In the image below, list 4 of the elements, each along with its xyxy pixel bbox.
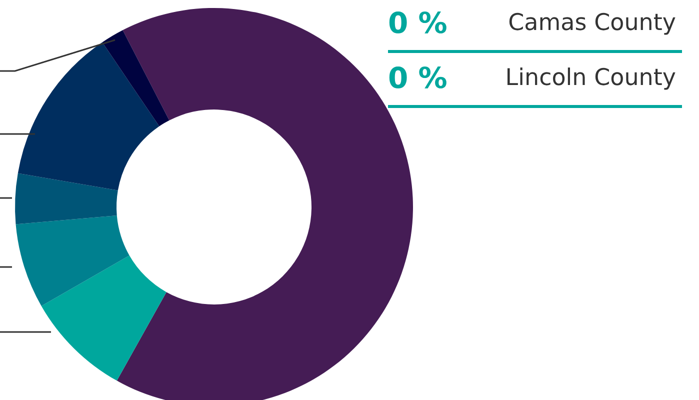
text: Camas County [508,10,676,36]
text: Lincoln County [505,65,676,91]
text: 0 % [388,6,448,40]
text: 0 % [388,61,448,95]
